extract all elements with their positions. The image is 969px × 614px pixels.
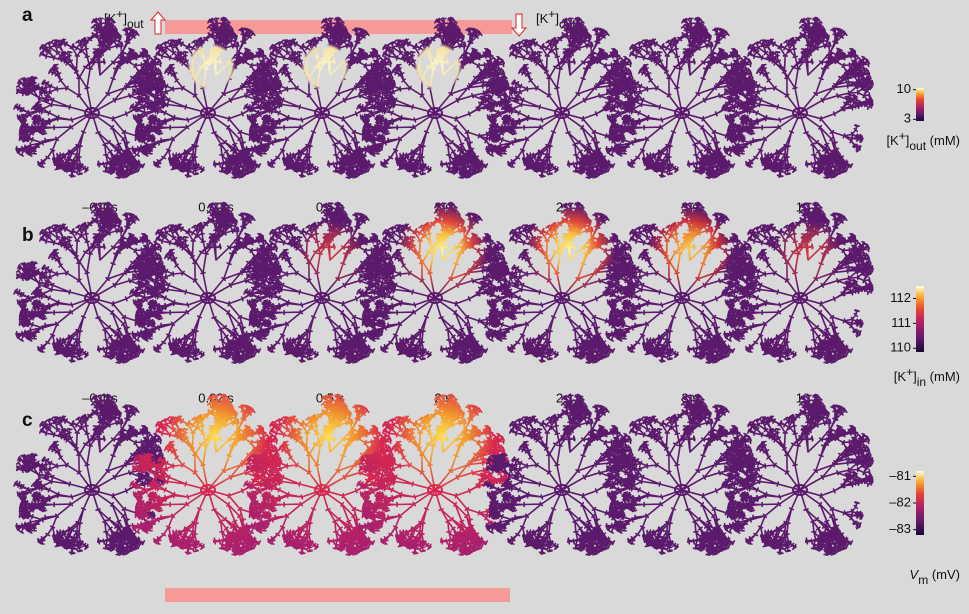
- neuron-morphology: [603, 16, 756, 179]
- stimulus-bar: [165, 588, 510, 602]
- colorbar-label: [K+]out (mM): [886, 129, 960, 153]
- neuron: [129, 201, 282, 364]
- neuron: [243, 16, 396, 179]
- label-part: (mM): [926, 133, 960, 148]
- soma: [674, 107, 690, 119]
- label-part: +: [906, 365, 913, 379]
- neuron: [721, 201, 874, 364]
- label-part: +: [116, 7, 123, 21]
- neuron: [356, 393, 509, 556]
- neuron-morphology: [603, 201, 756, 364]
- panel-label: c: [22, 410, 33, 431]
- soma: [427, 107, 443, 119]
- label-part: ]: [906, 133, 910, 148]
- neuron: [603, 201, 756, 364]
- soma: [554, 107, 570, 119]
- colorbar-tick-label: –81: [889, 468, 911, 483]
- colorbar: [916, 88, 924, 121]
- soma: [314, 484, 330, 496]
- soma: [200, 484, 216, 496]
- soma: [554, 292, 570, 304]
- neuron: [356, 201, 509, 364]
- label-part: ]: [555, 11, 559, 26]
- neuron-morphology: [603, 393, 756, 556]
- colorbar-tick-label: –82: [889, 494, 911, 509]
- colorbar-tick-label: 3: [904, 111, 911, 126]
- soma: [200, 292, 216, 304]
- label-part: [K: [886, 133, 899, 148]
- soma: [427, 292, 443, 304]
- soma: [427, 484, 443, 496]
- label-part: out: [127, 17, 144, 31]
- soma: [554, 484, 570, 496]
- soma: [200, 107, 216, 119]
- neuron-morphology: [721, 16, 874, 179]
- neuron-morphology: [356, 201, 509, 364]
- neuron-morphology: [721, 201, 874, 364]
- neuron: [13, 201, 166, 364]
- label-part: in: [917, 375, 926, 389]
- label-part: [K: [894, 369, 907, 384]
- colorbar-tick-label: 110: [890, 340, 911, 355]
- soma: [84, 292, 100, 304]
- soma: [84, 484, 100, 496]
- soma: [84, 107, 100, 119]
- arrow-up: [149, 11, 167, 35]
- colorbar-tick-label: 10: [897, 81, 911, 96]
- label-part: +: [548, 7, 555, 21]
- soma: [792, 292, 808, 304]
- neuron-morphology: [721, 393, 874, 556]
- colorbar: [916, 471, 924, 535]
- label-part: ]: [123, 11, 127, 26]
- label-part: +: [899, 129, 906, 143]
- soma: [314, 292, 330, 304]
- arrow-down: [510, 13, 528, 37]
- neuron: [356, 16, 509, 179]
- neuron-morphology: [356, 393, 509, 556]
- label-part: out: [909, 139, 926, 153]
- colorbar-label: Vm (mV): [910, 567, 960, 587]
- neuron: [721, 393, 874, 556]
- colorbar-tick-label: –83: [889, 521, 911, 536]
- label-part: (mV): [928, 567, 960, 582]
- soma: [674, 292, 690, 304]
- neuron: [129, 393, 282, 556]
- label-part: m: [918, 573, 928, 587]
- neuron: [603, 393, 756, 556]
- panel-label: b: [22, 225, 34, 246]
- soma: [314, 107, 330, 119]
- neuron-morphology: [356, 16, 509, 179]
- label-part: (mM): [926, 369, 960, 384]
- label-part: V: [910, 567, 920, 582]
- label-part: [K: [536, 11, 549, 26]
- neuron: [13, 16, 166, 179]
- soma: [792, 484, 808, 496]
- soma: [674, 484, 690, 496]
- neuron: [721, 16, 874, 179]
- label-part: ]: [913, 369, 917, 384]
- panel-label: a: [22, 5, 33, 26]
- colorbar-tick-label: 111: [891, 315, 911, 330]
- soma: [792, 107, 808, 119]
- colorbar-tick-label: 112: [890, 290, 911, 305]
- colorbar-label: [K+]in (mM): [894, 365, 960, 389]
- colorbar: [916, 286, 924, 352]
- neuron: [603, 16, 756, 179]
